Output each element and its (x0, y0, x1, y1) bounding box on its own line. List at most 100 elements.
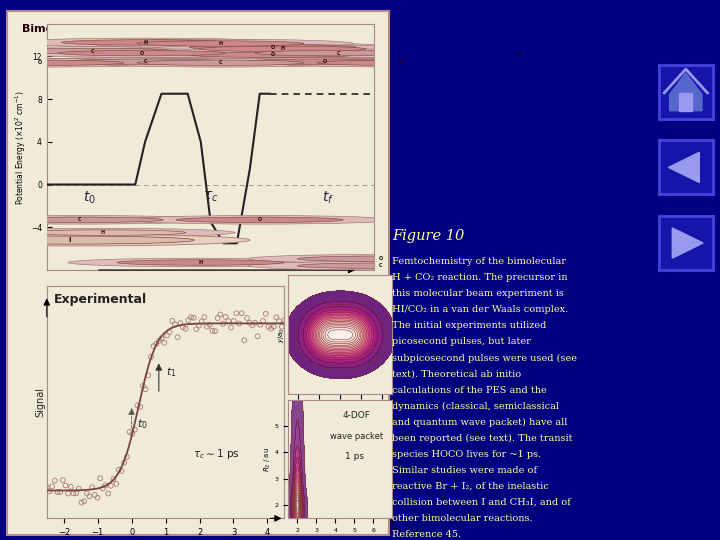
Point (263, 322, 274, 331)
Point (140, 385, 151, 394)
Point (212, 314, 223, 322)
Point (233, 319, 245, 328)
Circle shape (242, 59, 409, 64)
Point (164, 328, 176, 336)
Point (158, 339, 170, 347)
Point (89, 490, 101, 499)
Text: $\tau_c$: $\tau_c$ (203, 190, 218, 204)
Text: Bimolecular Reactions: Bimolecular Reactions (22, 24, 161, 34)
Circle shape (19, 230, 186, 235)
Circle shape (12, 38, 278, 47)
Text: and quantum wave packet) have all: and quantum wave packet) have all (392, 418, 568, 427)
Point (73, 484, 84, 493)
Y-axis label: Signal: Signal (35, 387, 45, 417)
Point (135, 402, 146, 411)
Point (119, 458, 130, 467)
Point (94, 474, 106, 483)
Circle shape (176, 217, 343, 222)
Point (156, 334, 167, 342)
Point (68, 489, 79, 498)
Point (274, 317, 285, 326)
Circle shape (0, 215, 212, 224)
Circle shape (206, 49, 471, 57)
Point (166, 316, 178, 325)
Point (143, 371, 154, 380)
Text: H: H (143, 40, 147, 45)
Point (196, 317, 207, 326)
Text: reactive Br + I₂, of the inelastic: reactive Br + I₂, of the inelastic (392, 482, 549, 491)
Point (161, 331, 173, 340)
Point (183, 316, 194, 325)
Circle shape (297, 256, 464, 261)
Circle shape (189, 44, 356, 50)
Point (91, 494, 103, 502)
Point (201, 322, 212, 331)
Text: dynamics (classical, semiclassical: dynamics (classical, semiclassical (392, 402, 559, 411)
Point (222, 316, 234, 325)
Point (172, 333, 184, 342)
Point (268, 322, 279, 331)
Circle shape (192, 57, 458, 66)
Text: O: O (271, 45, 275, 50)
Text: other bimolecular reactions.: other bimolecular reactions. (392, 514, 533, 523)
Point (52, 488, 63, 496)
Circle shape (268, 58, 534, 67)
Circle shape (248, 254, 513, 263)
Point (228, 316, 240, 325)
Circle shape (0, 46, 225, 55)
Point (78, 497, 90, 505)
Text: O: O (559, 263, 563, 268)
Circle shape (61, 59, 229, 64)
Point (105, 482, 117, 490)
Point (65, 483, 76, 491)
Text: C: C (379, 263, 383, 268)
Point (271, 313, 282, 322)
Point (225, 323, 237, 332)
X-axis label: $x/a_0$: $x/a_0$ (333, 415, 348, 424)
Text: C: C (78, 217, 81, 222)
Point (257, 317, 269, 326)
Point (46, 482, 58, 491)
Y-axis label: $y/a_0$: $y/a_0$ (276, 327, 287, 343)
Text: collision between I and CH₃I, and of: collision between I and CH₃I, and of (392, 498, 571, 507)
Text: $t_0$: $t_0$ (83, 190, 96, 206)
Point (215, 310, 226, 319)
Circle shape (9, 49, 274, 57)
Point (113, 465, 125, 474)
Circle shape (12, 57, 278, 66)
Point (55, 488, 66, 496)
Text: O: O (38, 60, 42, 65)
Text: Figure 10: Figure 10 (392, 228, 464, 242)
Point (86, 483, 98, 491)
Point (41, 483, 53, 491)
Circle shape (137, 41, 304, 46)
Point (49, 476, 60, 485)
Point (63, 489, 74, 498)
Point (252, 332, 264, 341)
Circle shape (386, 49, 651, 57)
Circle shape (58, 50, 225, 56)
Text: O: O (323, 59, 328, 64)
Text: O: O (271, 52, 275, 57)
Circle shape (428, 261, 694, 270)
Point (84, 492, 95, 501)
Circle shape (0, 57, 98, 66)
Point (148, 342, 159, 350)
Point (180, 325, 192, 333)
Point (191, 325, 202, 334)
Text: HI/CO₂ in a van der Waals complex.: HI/CO₂ in a van der Waals complex. (392, 305, 569, 314)
Point (177, 323, 189, 332)
Text: $t_1$: $t_1$ (166, 366, 176, 379)
Point (127, 429, 138, 438)
Text: The initial experiments utilized: The initial experiments utilized (392, 321, 546, 330)
Point (185, 313, 197, 321)
Text: Experimental: Experimental (54, 293, 147, 306)
Text: O: O (516, 51, 521, 56)
Point (121, 453, 132, 461)
Point (116, 467, 127, 475)
Text: subpicosecond pulses were used (see: subpicosecond pulses were used (see (392, 354, 577, 362)
Circle shape (117, 260, 284, 265)
Text: Femtochemistry of the bimolecular: Femtochemistry of the bimolecular (392, 257, 567, 266)
Text: this molecular beam experiment is: this molecular beam experiment is (392, 289, 564, 298)
Text: 1 ps: 1 ps (346, 452, 364, 461)
